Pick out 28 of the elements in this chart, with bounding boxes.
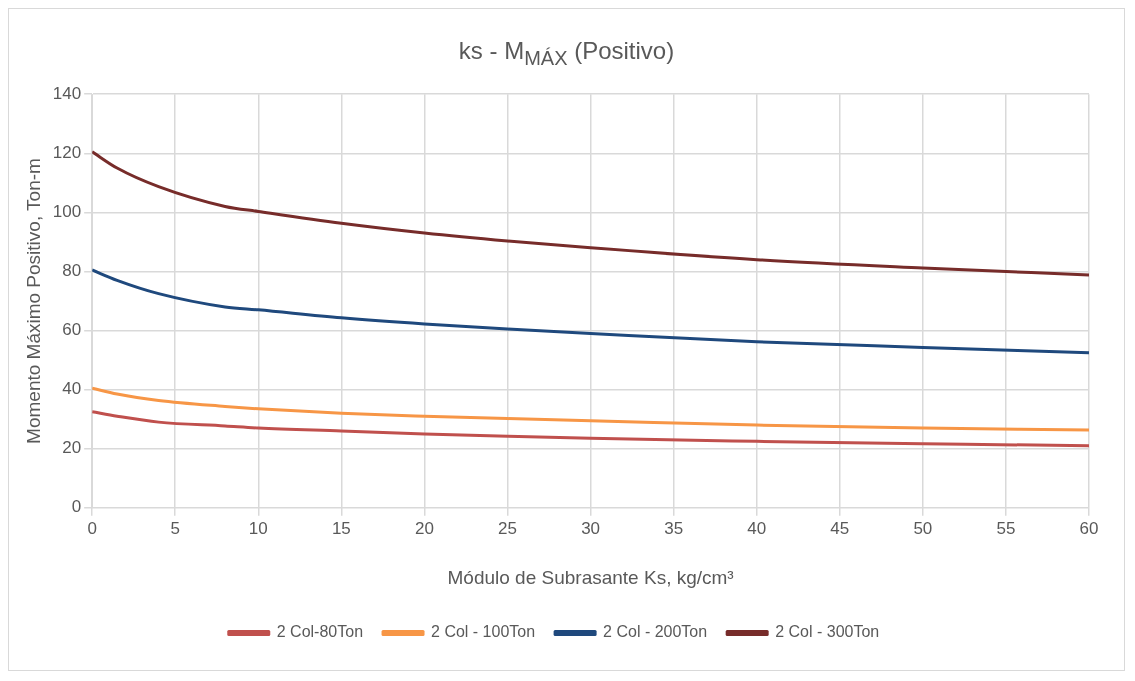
y-tick-label: 80 — [62, 261, 82, 281]
x-tick-label: 60 — [1079, 518, 1099, 538]
chart-title: ks - M$_{MÁX}$ (Positivo) — [457, 37, 676, 71]
x-axis-title: Módulo de Subrasante Ks, kg/cm³ — [447, 566, 734, 588]
y-axis-title: Momento Máximo Positivo, Ton-m — [22, 158, 44, 444]
x-tick-label: 10 — [248, 518, 268, 538]
legend-label: 2 Col - 300Ton — [775, 623, 880, 641]
x-tick-label: 35 — [664, 518, 684, 538]
x-tick-label: 45 — [830, 518, 850, 538]
legend-label: 2 Col - 200Ton — [603, 623, 708, 641]
x-tick-label: 0 — [87, 518, 97, 538]
y-tick-label: 20 — [62, 438, 82, 458]
y-tick-label: 100 — [52, 202, 82, 222]
y-tick-label: 0 — [71, 497, 82, 517]
x-tick-label: 50 — [913, 518, 933, 538]
x-tick-label: 30 — [581, 518, 601, 538]
x-tick-label: 20 — [414, 518, 434, 538]
x-tick-label: 15 — [331, 518, 351, 538]
x-tick-label: 5 — [170, 518, 180, 538]
y-tick-label: 60 — [62, 320, 82, 340]
x-tick-label: 25 — [498, 518, 517, 538]
x-tick-label: 40 — [747, 518, 767, 538]
legend-label: 2 Col-80Ton — [276, 623, 364, 641]
legend-label: 2 Col - 100Ton — [431, 623, 536, 641]
x-tick-label: 55 — [996, 518, 1016, 538]
y-tick-label: 140 — [52, 83, 82, 103]
y-tick-label: 40 — [62, 379, 82, 399]
y-tick-label: 120 — [52, 142, 82, 162]
